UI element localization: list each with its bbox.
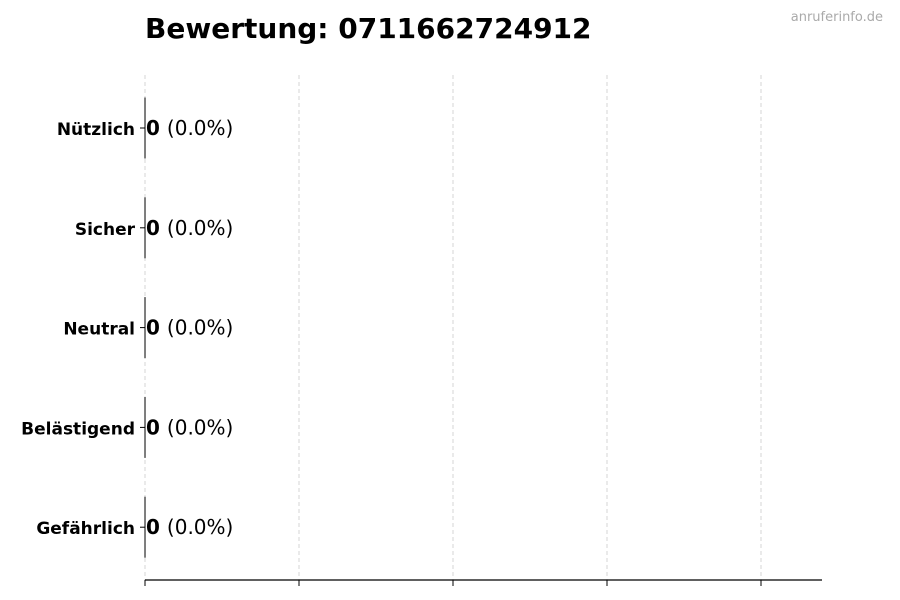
value-percent: (0.0%) — [167, 216, 233, 240]
value-label: 0 (0.0%) — [146, 515, 233, 539]
category-label: Sicher — [75, 220, 136, 240]
value-percent: (0.0%) — [167, 515, 233, 539]
value-label: 0 (0.0%) — [146, 116, 233, 140]
value-percent: (0.0%) — [167, 415, 233, 439]
chart-title: Bewertung: 0711662724912 — [145, 12, 592, 45]
category-label: Neutral — [63, 320, 135, 340]
value-count: 0 — [146, 216, 160, 240]
watermark: anruferinfo.de — [790, 10, 883, 25]
category-label: Belästigend — [21, 419, 135, 439]
value-count: 0 — [146, 415, 160, 439]
category-label: Gefährlich — [36, 519, 135, 539]
category-label: Nützlich — [57, 120, 135, 140]
value-label: 0 (0.0%) — [146, 216, 233, 240]
value-count: 0 — [146, 515, 160, 539]
value-count: 0 — [146, 316, 160, 340]
value-label: 0 (0.0%) — [146, 415, 233, 439]
value-label: 0 (0.0%) — [146, 316, 233, 340]
value-percent: (0.0%) — [167, 316, 233, 340]
value-count: 0 — [146, 116, 160, 140]
value-percent: (0.0%) — [167, 116, 233, 140]
